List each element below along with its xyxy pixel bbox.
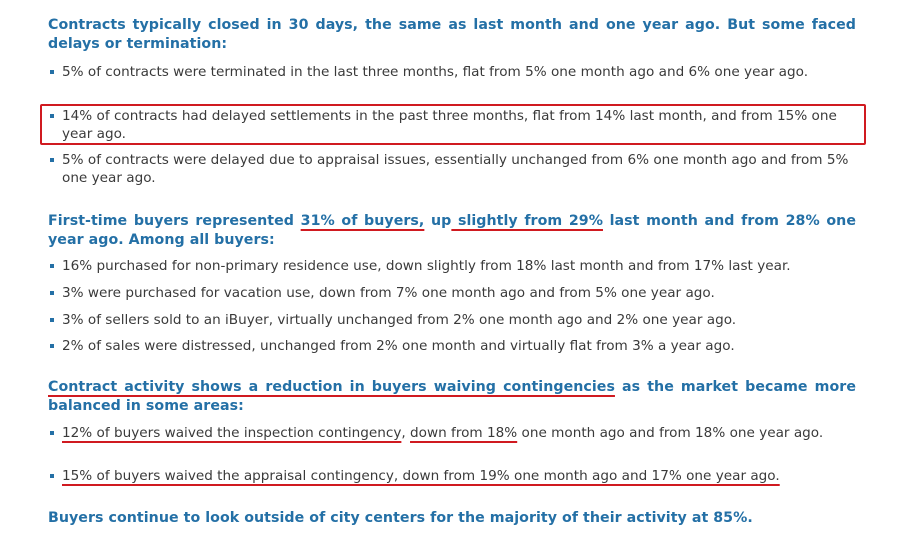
- list-item-text: 3% were purchased for vacation use, down…: [62, 285, 715, 301]
- section-heading-first-time-buyers: First-time buyers represented 31% of buy…: [48, 212, 856, 250]
- list-item-text: one month ago and from 18% one year ago.: [517, 425, 824, 441]
- heading-text: First-time buyers represented: [48, 213, 301, 229]
- red-underline-annotation: 15% of buyers waived the appraisal conti…: [62, 468, 780, 484]
- bullet-icon: [50, 158, 54, 162]
- bullet-icon: [50, 318, 54, 322]
- list-item: 3% of sellers sold to an iBuyer, virtual…: [48, 311, 856, 329]
- red-highlight-box-annotation: [40, 104, 866, 145]
- bullet-icon: [50, 70, 54, 74]
- section-heading-contingencies: Contract activity shows a reduction in b…: [48, 378, 856, 416]
- list-item-text: 5% of contracts were terminated in the l…: [62, 64, 809, 80]
- list-item-text: 14% of contracts had delayed settlements…: [62, 108, 837, 142]
- list-item: 2% of sales were distressed, unchanged f…: [48, 337, 856, 355]
- list-item-highlighted: 14% of contracts had delayed settlements…: [48, 107, 856, 143]
- bullet-icon: [50, 291, 54, 295]
- list-item-text: 2% of sales were distressed, unchanged f…: [62, 338, 735, 354]
- red-underline-annotation: 12% of buyers waived the inspection cont…: [62, 425, 402, 441]
- heading-text: last month and from 28% one year ago. Am…: [48, 213, 856, 248]
- bullet-icon: [50, 264, 54, 268]
- bullet-icon: [50, 344, 54, 348]
- list-item-text: 3% of sellers sold to an iBuyer, virtual…: [62, 312, 737, 328]
- section-heading-city-centers: Buyers continue to look outside of city …: [48, 510, 753, 526]
- list-item: 15% of buyers waived the appraisal conti…: [48, 467, 856, 485]
- list-item: 12% of buyers waived the inspection cont…: [48, 424, 856, 442]
- red-underline-annotation: Contract activity shows a reduction in b…: [48, 379, 615, 395]
- red-underline-annotation: slightly from 29%: [451, 213, 603, 229]
- bullet-icon: [50, 431, 54, 435]
- bullet-icon: [50, 114, 54, 118]
- list-item-text: ,: [401, 425, 411, 441]
- list-item-text: 16% purchased for non-primary residence …: [62, 258, 791, 274]
- list-item: 5% of contracts were terminated in the l…: [48, 63, 856, 81]
- list-item-text: 5% of contracts were delayed due to appr…: [62, 152, 849, 186]
- heading-text: up: [424, 213, 452, 229]
- bullet-icon: [50, 474, 54, 478]
- red-underline-annotation: 31% of buyers,: [300, 213, 425, 229]
- list-item: 5% of contracts were delayed due to appr…: [48, 151, 856, 187]
- section-heading-contracts: Contracts typically closed in 30 days, t…: [48, 17, 856, 52]
- list-item: 16% purchased for non-primary residence …: [48, 257, 856, 275]
- heading-text: as the market became more balanced in so…: [48, 379, 857, 414]
- list-item: 3% were purchased for vacation use, down…: [48, 284, 856, 302]
- red-underline-annotation: down from 18%: [410, 425, 518, 441]
